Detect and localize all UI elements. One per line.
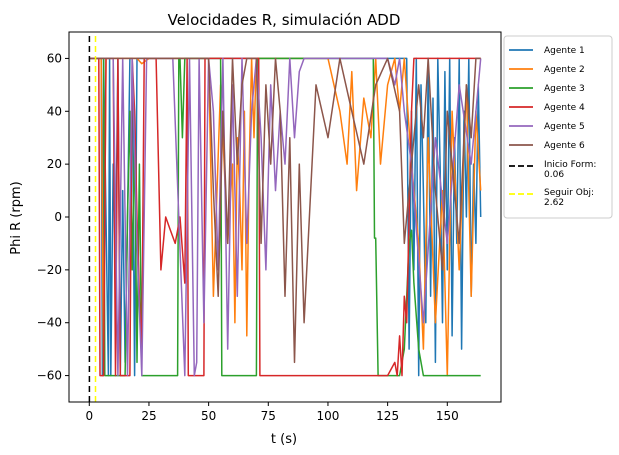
y-tick-label: 60 [47, 51, 62, 65]
x-tick-label: 125 [376, 409, 399, 423]
y-tick-label: 0 [54, 210, 62, 224]
legend-entry-2: Agente 2 [544, 65, 585, 75]
legend-entry-8: Seguir Obj: 2.62 [544, 188, 594, 208]
legend: Agente 1 Agente 2 Agente 3 Agente 4 Agente 5… [503, 35, 613, 219]
y-tick-label: −60 [37, 369, 62, 383]
y-tick-label: −40 [37, 316, 62, 330]
y-tick-label: 40 [47, 104, 62, 118]
legend-entry-1: Agente 1 [544, 46, 585, 56]
x-tick-label: 100 [317, 409, 340, 423]
y-tick-label: −20 [37, 263, 62, 277]
legend-frame [503, 35, 613, 219]
legend-entry-4: Agente 4 [544, 103, 585, 113]
chart-title: Velocidades R, simulación ADD [168, 11, 401, 29]
x-tick-label: 50 [201, 409, 216, 423]
x-tick-label: 150 [436, 409, 459, 423]
x-tick-label: 0 [85, 409, 93, 423]
y-tick-label: 20 [47, 157, 62, 171]
series-line-4 [89, 57, 481, 377]
x-axis-label: t (s) [271, 432, 297, 447]
legend-entry-3: Agente 3 [544, 84, 585, 94]
legend-entry-5: Agente 5 [544, 122, 585, 132]
x-tick-label: 75 [261, 409, 276, 423]
y-axis-label: Phi R (rpm) [9, 181, 24, 254]
series-line-6 [89, 57, 481, 364]
series-line-3 [89, 57, 481, 377]
x-tick-label: 25 [141, 409, 156, 423]
legend-entry-6: Agente 6 [544, 141, 585, 151]
legend-entry-7: Inicio Form: 0.06 [544, 160, 596, 180]
